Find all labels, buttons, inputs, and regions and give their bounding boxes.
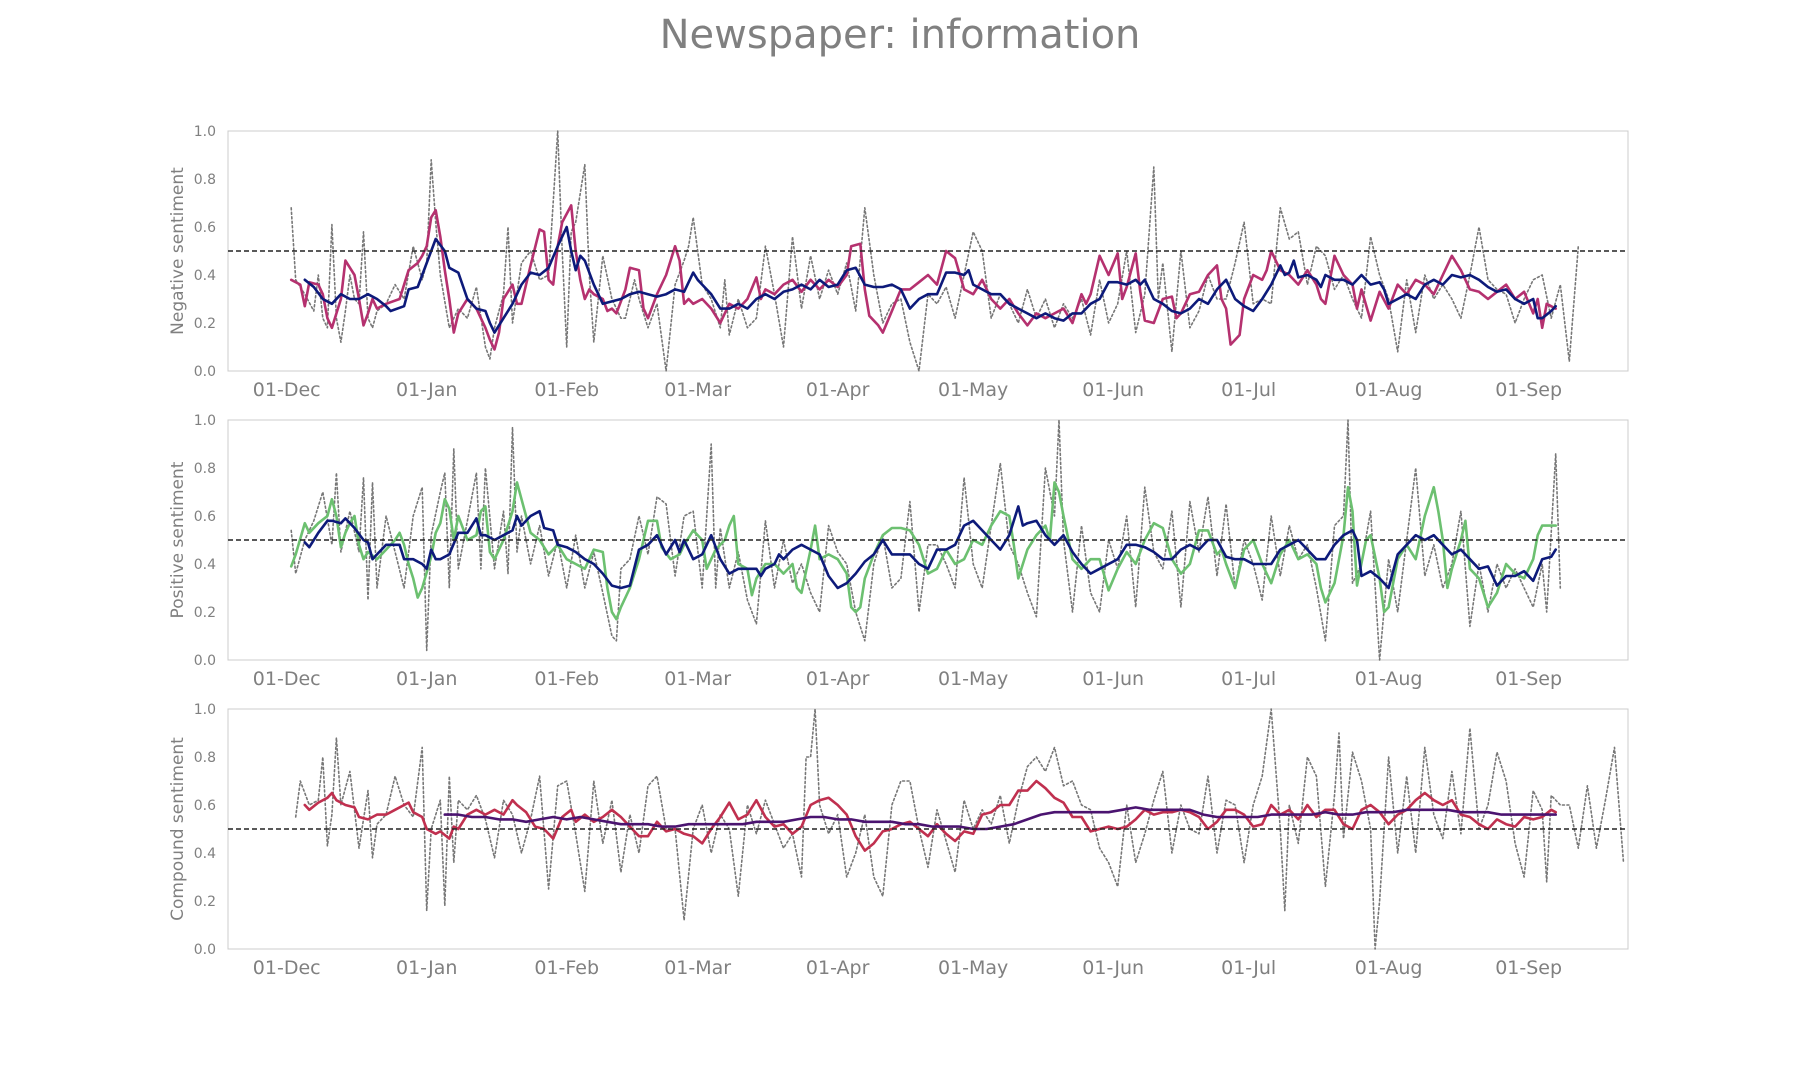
chart-0-xtick-label: 01-Aug	[1355, 379, 1423, 401]
chart-1-ytick-label: 0.0	[194, 653, 216, 669]
chart-1-xtick-label: 01-Jun	[1082, 668, 1144, 690]
chart-0-xtick-label: 01-Jan	[396, 379, 457, 401]
chart-2-xtick-label: 01-Apr	[806, 957, 870, 979]
chart-2-xtick-label: 01-Sep	[1495, 957, 1562, 979]
chart-2-series-compound-trend-line	[443, 806, 1557, 831]
chart-0-series-negative-trend-line	[303, 225, 1557, 334]
chart-2-ytick-label: 0.8	[194, 750, 216, 766]
panel-compound: 0.0 0.2 0.4 0.6 0.8 1.0 01-Dec 01-Jan 01-Feb 01-M…	[168, 702, 1629, 979]
chart-2-ytick-label: 0.4	[194, 846, 216, 862]
chart-2-ytick-label: 0.6	[194, 798, 216, 814]
chart-1-series-positive-smooth-line	[289, 481, 1557, 621]
chart-1-ytick-label: 0.2	[194, 605, 216, 621]
panel-negative: 0.0 0.2 0.4 0.6 0.8 1.0 01-Dec 01-Jan 01-Feb 01-M…	[168, 124, 1629, 401]
chart-1-ytick-label: 1.0	[194, 413, 216, 429]
chart-0-xtick-label: 01-Jun	[1082, 379, 1144, 401]
chart-0-xtick-label: 01-Mar	[664, 379, 731, 401]
chart-0-xtick-label: 01-Sep	[1495, 379, 1562, 401]
panel-positive: 0.0 0.2 0.4 0.6 0.8 1.0 01-Dec 01-Jan 01-Feb 01-M…	[168, 413, 1629, 690]
chart-0-xtick-label: 01-Dec	[253, 379, 321, 401]
chart-2-xtick-label: 01-Feb	[534, 957, 599, 979]
chart-0-xtick-label: 01-Feb	[534, 379, 599, 401]
chart-2-ytick-label: 0.0	[194, 942, 216, 958]
chart-0-ytick-label: 0.6	[194, 220, 216, 236]
chart-0-series-raw-line	[290, 130, 1580, 372]
chart-2-ytick-label: 0.2	[194, 894, 216, 910]
chart-2-xtick-label: 01-Jan	[396, 957, 457, 979]
chart-2-xtick-label: 01-Mar	[664, 957, 731, 979]
chart-2-xtick-label: 01-Jul	[1221, 957, 1276, 979]
page-title: Newspaper: information	[659, 12, 1141, 58]
chart-1-ylabel: Positive sentiment	[168, 461, 188, 618]
chart-1-xtick-label: 01-Feb	[534, 668, 599, 690]
chart-1-ytick-label: 0.8	[194, 461, 216, 477]
chart-1-xtick-label: 01-May	[938, 668, 1008, 690]
chart-0-ytick-label: 0.2	[194, 316, 216, 332]
chart-0-ytick-label: 1.0	[194, 124, 216, 140]
chart-2-xtick-label: 01-May	[938, 957, 1008, 979]
chart-0-xtick-label: 01-Apr	[806, 379, 870, 401]
chart-0-ytick-label: 0.0	[194, 364, 216, 380]
chart-1-xtick-label: 01-Jul	[1221, 668, 1276, 690]
chart-1-ytick-label: 0.6	[194, 509, 216, 525]
chart-1-xtick-label: 01-Jan	[396, 668, 457, 690]
chart-0-xtick-label: 01-May	[938, 379, 1008, 401]
chart-1-series-positive-trend-line	[303, 505, 1557, 590]
chart-1-xtick-label: 01-Mar	[664, 668, 731, 690]
chart-2-xtick-label: 01-Dec	[253, 957, 321, 979]
chart-1-xtick-label: 01-Apr	[806, 668, 870, 690]
chart-1-xtick-label: 01-Aug	[1355, 668, 1423, 690]
chart-2-series-raw-line	[294, 708, 1625, 950]
chart-0-ytick-label: 0.4	[194, 268, 216, 284]
chart-0-ylabel: Negative sentiment	[168, 167, 188, 335]
chart-1-series-raw-line	[290, 419, 1562, 661]
chart-1-xtick-label: 01-Dec	[253, 668, 321, 690]
chart-1-ytick-label: 0.4	[194, 557, 216, 573]
chart-0-xtick-label: 01-Jul	[1221, 379, 1276, 401]
chart-1-xtick-label: 01-Sep	[1495, 668, 1562, 690]
chart-2-ylabel: Compound sentiment	[168, 737, 188, 921]
chart-0-ytick-label: 0.8	[194, 172, 216, 188]
chart-2-ytick-label: 1.0	[194, 702, 216, 718]
chart-2-xtick-label: 01-Jun	[1082, 957, 1144, 979]
chart-2-xtick-label: 01-Aug	[1355, 957, 1423, 979]
